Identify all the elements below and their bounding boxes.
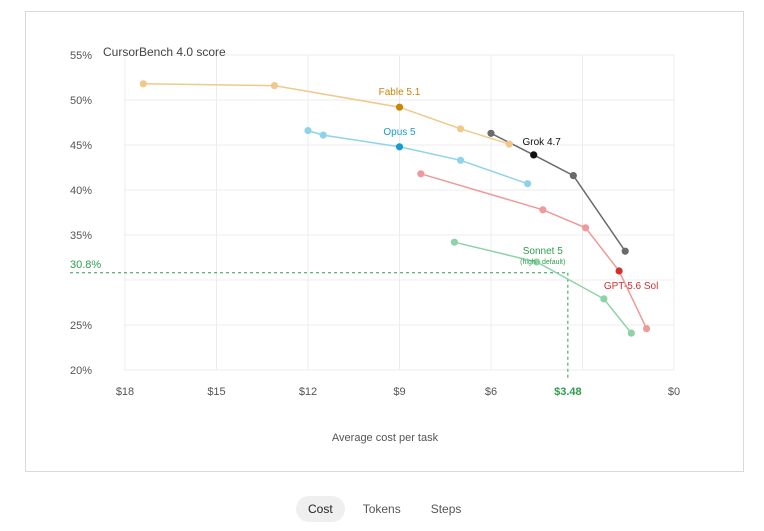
data-point: [417, 170, 425, 178]
y-tick-label: 40%: [70, 185, 92, 197]
x-tick-label: $12: [299, 386, 317, 398]
labels: 55% 50% 45% 40% 35% 25% 20% $18 $15 $12 $9 $6 $0 30.8…: [70, 50, 680, 398]
tab-tokens[interactable]: Tokens: [362, 502, 401, 516]
data-point: [621, 247, 629, 255]
x-tick-label: $15: [207, 386, 225, 398]
series-lines: [143, 83, 648, 334]
data-point: [627, 329, 635, 337]
y-tick-label: 35%: [70, 230, 92, 242]
series-label: GPT-5.6 Sol: [604, 281, 658, 292]
series-label: Fable 5.1: [379, 87, 421, 98]
tab-cost[interactable]: Cost: [296, 496, 345, 522]
tab-steps[interactable]: Steps: [430, 502, 462, 516]
x-tick-label: $9: [393, 386, 405, 398]
data-point: [304, 127, 312, 135]
data-point: [642, 325, 651, 333]
data-point: [487, 129, 495, 137]
data-point: [270, 82, 279, 90]
metric-tabs: Cost Tokens Steps: [296, 495, 479, 523]
y-tick-label: 20%: [70, 365, 92, 377]
annotation-y-label: 30.8%: [70, 259, 101, 271]
annotation-sublabel: (high · default): [520, 259, 565, 266]
data-point: [456, 156, 465, 164]
y-tick-label: 55%: [70, 50, 92, 62]
series-label: Grok 4.7: [523, 137, 562, 148]
data-point: [450, 238, 458, 246]
y-tick-label: 25%: [70, 320, 92, 332]
series-points: [139, 80, 651, 337]
data-point: [581, 224, 590, 232]
data-point: [530, 151, 538, 159]
chart-card: [25, 11, 744, 472]
data-point: [139, 80, 147, 88]
annotation-guides: [70, 272, 569, 378]
series-label: Opus 5: [383, 127, 416, 138]
series-line-sonnet-5: [454, 241, 632, 334]
data-point: [395, 143, 404, 151]
data-point: [533, 258, 541, 266]
y-tick-label: 45%: [70, 140, 92, 152]
data-point: [615, 267, 623, 275]
data-point: [319, 131, 327, 139]
data-point: [524, 180, 532, 188]
data-point: [600, 295, 608, 303]
annotation-x-label: $3.48: [554, 386, 582, 398]
data-point: [395, 103, 404, 111]
data-point: [539, 206, 547, 214]
chart-title: CursorBench 4.0 score: [103, 45, 226, 59]
grid-lines: [124, 54, 675, 371]
series-label: Sonnet 5: [523, 246, 563, 257]
x-axis-label: Average cost per task: [332, 432, 439, 444]
series-line-opus-5: [307, 129, 528, 185]
data-point: [456, 125, 465, 133]
x-tick-label: $0: [668, 386, 680, 398]
x-tick-label: $6: [485, 386, 497, 398]
data-point: [569, 172, 577, 180]
data-point: [505, 140, 513, 148]
series-line-grok-4-7: [490, 132, 626, 252]
y-tick-label: 50%: [70, 95, 92, 107]
x-tick-label: $18: [116, 386, 134, 398]
